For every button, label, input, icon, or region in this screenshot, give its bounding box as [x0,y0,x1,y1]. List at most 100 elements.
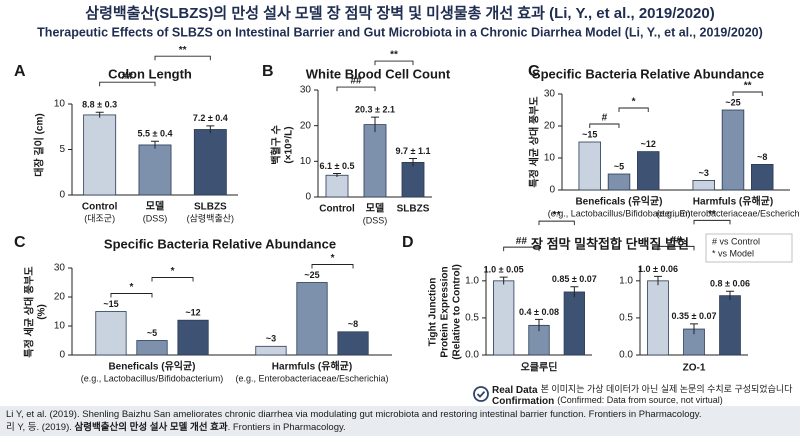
value-label: ~25 [304,270,319,280]
value-label: ~3 [699,168,709,178]
data-note-text: 본 이미지는 가상 데이터가 아닌 실제 논문의 수치로 구성되었습니다 [541,383,794,394]
y-axis-label: Protein Expression [440,266,451,357]
value-label: 0.35 ± 0.07 [672,311,717,321]
category-note: (e.g., Lactobacillus/Bifidobacterium) [81,373,224,383]
x-axis-label: 오클루딘 [521,361,558,374]
y-tick-label: 0.0 [619,350,633,361]
significance-bracket [374,60,414,66]
reference-part: 리 Y, 등. (2019). [6,422,75,433]
y-tick-label: 5 [59,144,65,155]
value-label: ~3 [266,334,276,344]
value-label: 20.3 ± 2.1 [355,104,395,114]
significance-label: ## [516,236,528,247]
bar [493,280,515,356]
bar [83,114,117,196]
significance-bracket [99,81,156,87]
bar [95,311,127,356]
x-tick-label: 모델 [146,201,164,213]
bar [563,291,585,356]
x-tick-label: Control [82,202,118,213]
reference: 리 Y, 등. (2019). 삼령백출산의 만성 설사 모델 개선 효과. F… [6,421,346,433]
reference-part: . Frontiers in Pharmacology. [228,422,346,433]
significance-bracket [151,277,194,282]
significance-bracket [154,55,211,61]
bar [255,345,287,356]
error-bar [95,111,104,118]
x-tick-label: Harmfuls (유해균) [272,360,352,373]
panel-letter: D [402,234,414,251]
y-tick-label: 1.0 [619,275,633,286]
value-label: ~8 [348,319,358,329]
y-tick-label: 0 [59,190,65,201]
significance-bracket [693,219,731,225]
error-bar [535,318,543,332]
y-tick-label: 30 [54,263,66,274]
bar [296,282,328,356]
y-axis-label: (×10⁹/L) [284,126,295,163]
check-icon [473,386,489,402]
significance-bracket [618,107,649,112]
reference-part: 삼령백출산의 만성 설사 모델 개선 효과 [75,421,228,433]
significance-label: * [171,266,175,277]
confirmation-text: (Confirmed: Data from source, not virtua… [557,395,723,405]
value-label: ~12 [185,308,200,318]
category-note: (e.g., Enterobacteriaceae/Escherichia) [656,208,800,218]
footer-band [0,406,800,436]
error-bar [654,275,662,286]
bar [337,331,369,356]
significance-label: * [130,282,134,293]
y-tick-label: 1.0 [465,275,479,286]
significance-label: ** [390,50,398,61]
y-axis-label: 대장 길이 (cm) [33,113,46,176]
error-bar [570,286,579,298]
category-note: (e.g., Lactobacillus/Bifidobacterium) [548,208,691,218]
y-tick-label: 20 [300,120,312,131]
y-axis-label: 특정 세균 상대 풍부도 [528,96,541,187]
bar [177,319,209,356]
significance-bracket [336,86,376,92]
significance-bracket [732,91,763,96]
value-label: ~15 [103,299,118,309]
bar [193,129,227,196]
significance-bracket [311,264,354,269]
significance-label: ** [179,45,187,56]
significance-label: ** [553,210,561,221]
bar [647,280,669,356]
legend-entry: * vs Model [712,248,754,258]
confirmation: Confirmation (Confirmed: Data from source… [492,395,723,406]
y-tick-label: 10 [54,321,66,332]
x-axis-label: ZO-1 [683,363,706,374]
value-label: 9.7 ± 1.1 [396,146,431,156]
significance-label: ## [350,76,362,87]
y-axis-label: (Relative to Control) [452,264,463,360]
x-tick-label: Beneficals (유익균) [575,196,662,208]
reference-part: Li Y, et al. (2019). Shenling Baizhu San… [6,409,701,420]
value-label: 0.4 ± 0.08 [519,307,559,317]
significance-label: ## [122,71,134,82]
significance-bracket [657,245,695,251]
subtitle: Therapeutic Effects of SLBZS on Intestin… [37,25,763,39]
panel-letter: C [528,63,540,80]
significance-label: ** [708,209,716,220]
y-tick-label: 10 [54,99,66,110]
significance-label: ** [744,81,752,92]
category-note: (대조군) [84,213,115,223]
bar [692,179,715,191]
panel-letter: C [14,234,26,251]
category-note: (e.g., Enterobacteriaceae/Escherichia) [235,373,388,383]
bar [363,124,387,198]
bar [401,162,425,198]
y-tick-label: 0.5 [465,313,479,324]
category-note: (삼령백출산) [187,212,234,223]
chart-title: Specific Bacteria Relative Abundance [104,236,336,251]
x-tick-label: SLBZS [397,204,430,215]
error-bar [690,323,698,335]
significance-label: * [331,253,335,264]
y-tick-label: 0 [59,350,65,361]
legend-entry: # vs Control [712,236,760,246]
title: 삼령백출산(SLBZS)의 만성 설사 모델 장 점막 장벽 및 미생물총 개선… [85,4,714,22]
value-label: 0.85 ± 0.07 [552,274,597,284]
confirmation-label: Confirmation [492,396,554,407]
value-label: 1.0 ± 0.06 [638,264,678,274]
